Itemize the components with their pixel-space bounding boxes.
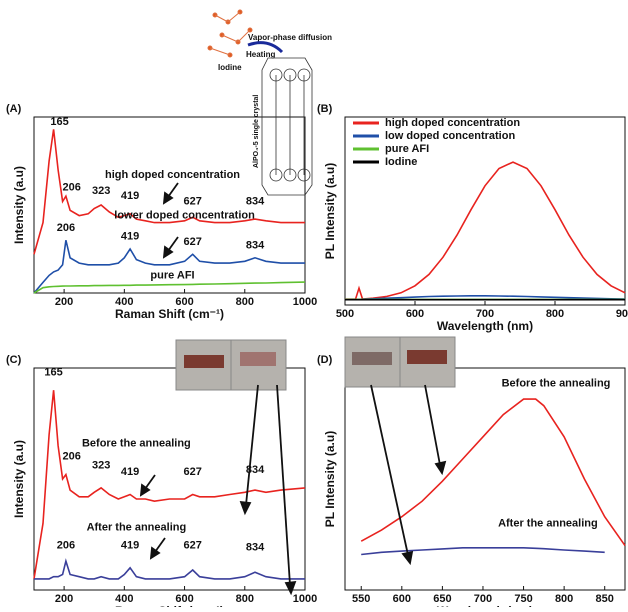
legend-label: Iodine (385, 156, 417, 168)
panel: 500 600 700 800 900 Wavelength (nm) PL Intensi… (317, 103, 628, 333)
panel: 550600650700750800850Wavelength (nm)PL I… (317, 354, 625, 607)
annotation: 834 (246, 195, 265, 207)
panel: 200 400 600 800 1000 Raman Shift (cm⁻¹) Intens… (6, 103, 317, 321)
figure: 550 600 650 700 750 800 850 Wavelength (nm) PL I… (0, 0, 628, 607)
annotation: 627 (184, 466, 202, 478)
x-tick-label: 600 (393, 593, 411, 605)
x-tick-label: 700 (476, 308, 494, 320)
annotation: 834 (246, 542, 265, 554)
annotation: After the annealing (498, 517, 598, 529)
x-tick-label: 750 (514, 593, 532, 605)
annotation: 323 (92, 460, 110, 472)
annotation: 206 (62, 451, 80, 463)
inset-photo (240, 352, 276, 366)
panel-label: (C) (6, 354, 22, 366)
x-tick-label: 800 (546, 308, 564, 320)
x-axis-label: Raman Shift (cm⁻¹) (115, 307, 224, 321)
x-tick-label: 600 (406, 308, 424, 320)
panel-label: (B) (317, 103, 333, 115)
annotation: 627 (184, 195, 202, 207)
annotation: 206 (57, 222, 75, 234)
annotation: 206 (57, 540, 75, 552)
annotation: 165 (50, 116, 68, 128)
annotation: high doped concentration (105, 169, 240, 181)
y-axis-label: PL Intensity (a.u) (323, 163, 337, 259)
legend-label: pure AFI (385, 143, 429, 155)
annotation: 627 (184, 236, 202, 248)
plot-frame (345, 368, 625, 590)
plot-frame (34, 117, 305, 293)
annotation: 419 (121, 540, 139, 552)
x-tick-label: 500 (336, 308, 354, 320)
y-axis-label: Intensity (a.u) (12, 440, 26, 518)
y-axis-label: PL Intensity (a.u) (323, 431, 337, 527)
legend-label: high doped concentration (385, 117, 520, 129)
x-tick-label: 1000 (293, 593, 317, 605)
annotation: 323 (92, 185, 110, 197)
x-tick-label: 550 (352, 593, 370, 605)
series-line (345, 162, 625, 299)
annotation: lower doped concentration (114, 209, 255, 221)
series-line (361, 548, 605, 555)
x-tick-label: 200 (55, 593, 73, 605)
legend-label: low doped concentration (385, 130, 515, 142)
annotation: 206 (62, 181, 80, 193)
x-tick-label: 700 (474, 593, 492, 605)
x-tick-label: 400 (115, 593, 133, 605)
x-tick-label: 600 (175, 593, 193, 605)
schematic: Iodine Heating Vapor-phase diffusion AlP… (208, 10, 332, 195)
series-line (34, 282, 305, 293)
inset-photo (184, 355, 224, 368)
x-tick-label: 800 (555, 593, 573, 605)
annotation: After the annealing (87, 522, 187, 534)
annotation: pure AFI (150, 269, 194, 281)
x-tick-label: 900 (616, 308, 628, 320)
annotation: Before the annealing (502, 377, 611, 389)
x-tick-label: 800 (236, 593, 254, 605)
inset-photo (407, 350, 447, 364)
x-tick-label: 800 (236, 296, 254, 308)
inset-photo (352, 352, 392, 365)
annotation: 627 (184, 540, 202, 552)
y-axis-label: Intensity (a.u) (12, 166, 26, 244)
x-tick-label: 400 (115, 296, 133, 308)
annotation: 419 (121, 190, 139, 202)
x-tick-label: 650 (433, 593, 451, 605)
schematic-text: Vapor-phase diffusion (248, 33, 332, 42)
x-tick-label: 1000 (293, 296, 317, 308)
panel-label: (A) (6, 103, 22, 115)
annotation: 419 (121, 231, 139, 243)
annotation: 834 (246, 239, 265, 251)
annotation: Before the annealing (82, 437, 191, 449)
series-line (34, 561, 305, 579)
plot-frame (34, 368, 305, 590)
x-tick-label: 600 (175, 296, 193, 308)
x-axis-label: Wavelength (nm) (437, 319, 533, 333)
annotation: 165 (44, 366, 62, 378)
panel-label: (D) (317, 354, 333, 366)
schematic-text: Iodine (218, 63, 242, 72)
x-tick-label: 200 (55, 296, 73, 308)
schematic-text: AlPO₄-5 single crystal (253, 95, 260, 168)
x-tick-label: 850 (596, 593, 614, 605)
annotation: 419 (121, 466, 139, 478)
